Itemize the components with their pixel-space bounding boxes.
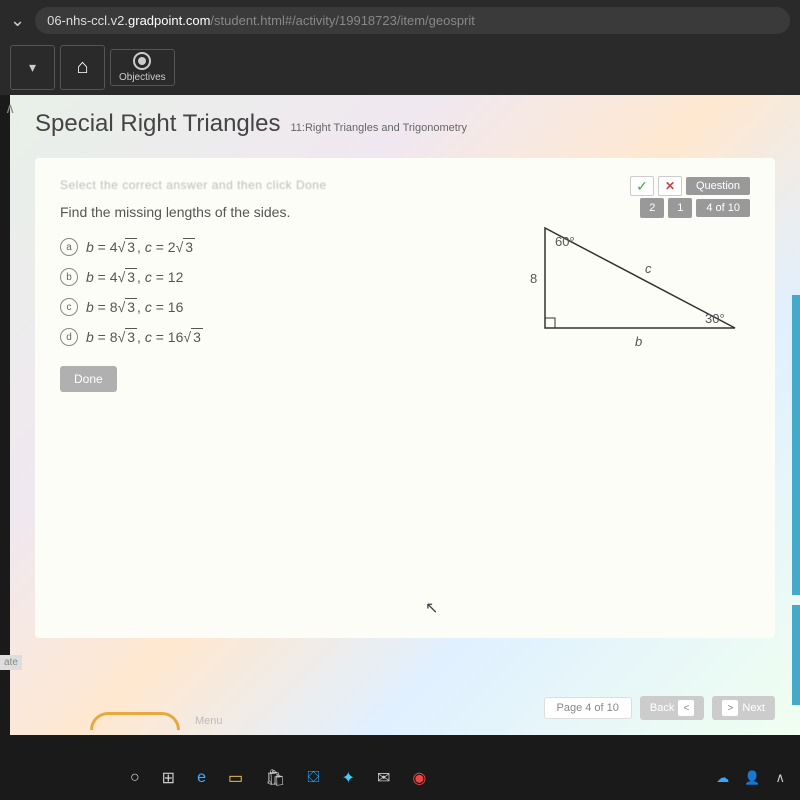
- page-indicator: Page 4 of 10: [544, 697, 632, 719]
- correct-count: 2: [640, 198, 664, 218]
- explorer-icon[interactable]: ▭: [228, 768, 243, 788]
- home-button[interactable]: ⌂: [60, 45, 105, 90]
- chevron-down-icon[interactable]: ⌄: [10, 10, 25, 31]
- mail-icon[interactable]: ✉: [377, 768, 390, 788]
- triangle-svg: 60° 30° 8 c b: [515, 218, 745, 358]
- chrome-icon[interactable]: ◉: [412, 768, 426, 788]
- choice-letter-b: b: [60, 268, 78, 286]
- people-icon[interactable]: 👤: [744, 770, 760, 786]
- tray-chevron-icon[interactable]: ∧: [775, 770, 785, 786]
- collapse-icon[interactable]: ∧: [5, 100, 15, 117]
- angle-top: 60°: [555, 234, 575, 249]
- choice-d-text: b = 83, c = 163: [86, 329, 203, 345]
- page-title: Special Right Triangles: [35, 110, 280, 138]
- url-domain: gradpoint.com: [128, 13, 210, 28]
- dropdown-button[interactable]: ▾: [10, 45, 55, 90]
- tray: ☁ 👤 ∧: [716, 770, 785, 786]
- browser-top-bar: ⌄ 06-nhs-ccl.v2.gradpoint.com/student.ht…: [0, 0, 800, 40]
- content-area: ∧ Special Right Triangles 11:Right Trian…: [10, 95, 800, 735]
- wrong-count: 1: [668, 198, 692, 218]
- cortana-icon[interactable]: ○: [130, 769, 140, 787]
- app-icon[interactable]: ✦: [342, 768, 355, 788]
- url-path: /student.html#/activity/19918723/item/ge…: [210, 13, 474, 28]
- dropbox-icon[interactable]: ⛋: [307, 769, 319, 787]
- choice-b-text: b = 43, c = 12: [86, 269, 183, 285]
- choice-c-text: b = 83, c = 16: [86, 299, 183, 315]
- angle-right: 30°: [705, 311, 725, 326]
- question-box: ✓ ✕ Question 2 1 4 of 10 Select the corr…: [35, 158, 775, 638]
- choice-letter-d: d: [60, 328, 78, 346]
- taskbar: ○ ⊞ e ▭ 🛍 ⛋ ✦ ✉ ◉ ☁ 👤 ∧: [0, 755, 800, 800]
- side-bottom: b: [635, 334, 642, 349]
- store-icon[interactable]: 🛍: [265, 768, 285, 788]
- decorative-curve: [90, 712, 180, 730]
- instruction-text: Select the correct answer and then click…: [60, 178, 750, 192]
- edge-icon[interactable]: e: [197, 769, 206, 787]
- menu-label[interactable]: Menu: [195, 715, 223, 727]
- status-counts: 2 1 4 of 10: [640, 198, 750, 218]
- page-subtitle: 11:Right Triangles and Trigonometry: [290, 122, 467, 134]
- side-hyp: c: [645, 261, 652, 276]
- caret-right-icon: >: [722, 700, 738, 716]
- url-prefix: 06-nhs-ccl.v2.: [47, 13, 128, 28]
- taskview-icon[interactable]: ⊞: [162, 768, 175, 788]
- next-button[interactable]: > Next: [712, 696, 775, 720]
- right-accent-2: [792, 605, 800, 705]
- title-row: Special Right Triangles 11:Right Triangl…: [35, 110, 775, 138]
- back-button[interactable]: Back <: [640, 696, 704, 720]
- done-button[interactable]: Done: [60, 366, 117, 392]
- cursor-icon: ↖: [425, 598, 438, 618]
- side-left: 8: [530, 271, 537, 286]
- left-tab: ate: [0, 655, 22, 670]
- target-icon: [133, 52, 151, 70]
- url-bar[interactable]: 06-nhs-ccl.v2.gradpoint.com/student.html…: [35, 7, 790, 34]
- choice-letter-a: a: [60, 238, 78, 256]
- progress-label: 4 of 10: [696, 199, 750, 217]
- cloud-icon[interactable]: ☁: [716, 770, 729, 786]
- objectives-button[interactable]: Objectives: [110, 49, 175, 86]
- triangle-diagram: 60° 30° 8 c b: [515, 218, 745, 358]
- objectives-label: Objectives: [119, 72, 166, 83]
- right-accent: [792, 295, 800, 595]
- nav-bar: ▾ ⌂ Objectives: [0, 40, 800, 95]
- caret-left-icon: <: [678, 700, 694, 716]
- choice-a-text: b = 43, c = 23: [86, 239, 195, 255]
- choice-letter-c: c: [60, 298, 78, 316]
